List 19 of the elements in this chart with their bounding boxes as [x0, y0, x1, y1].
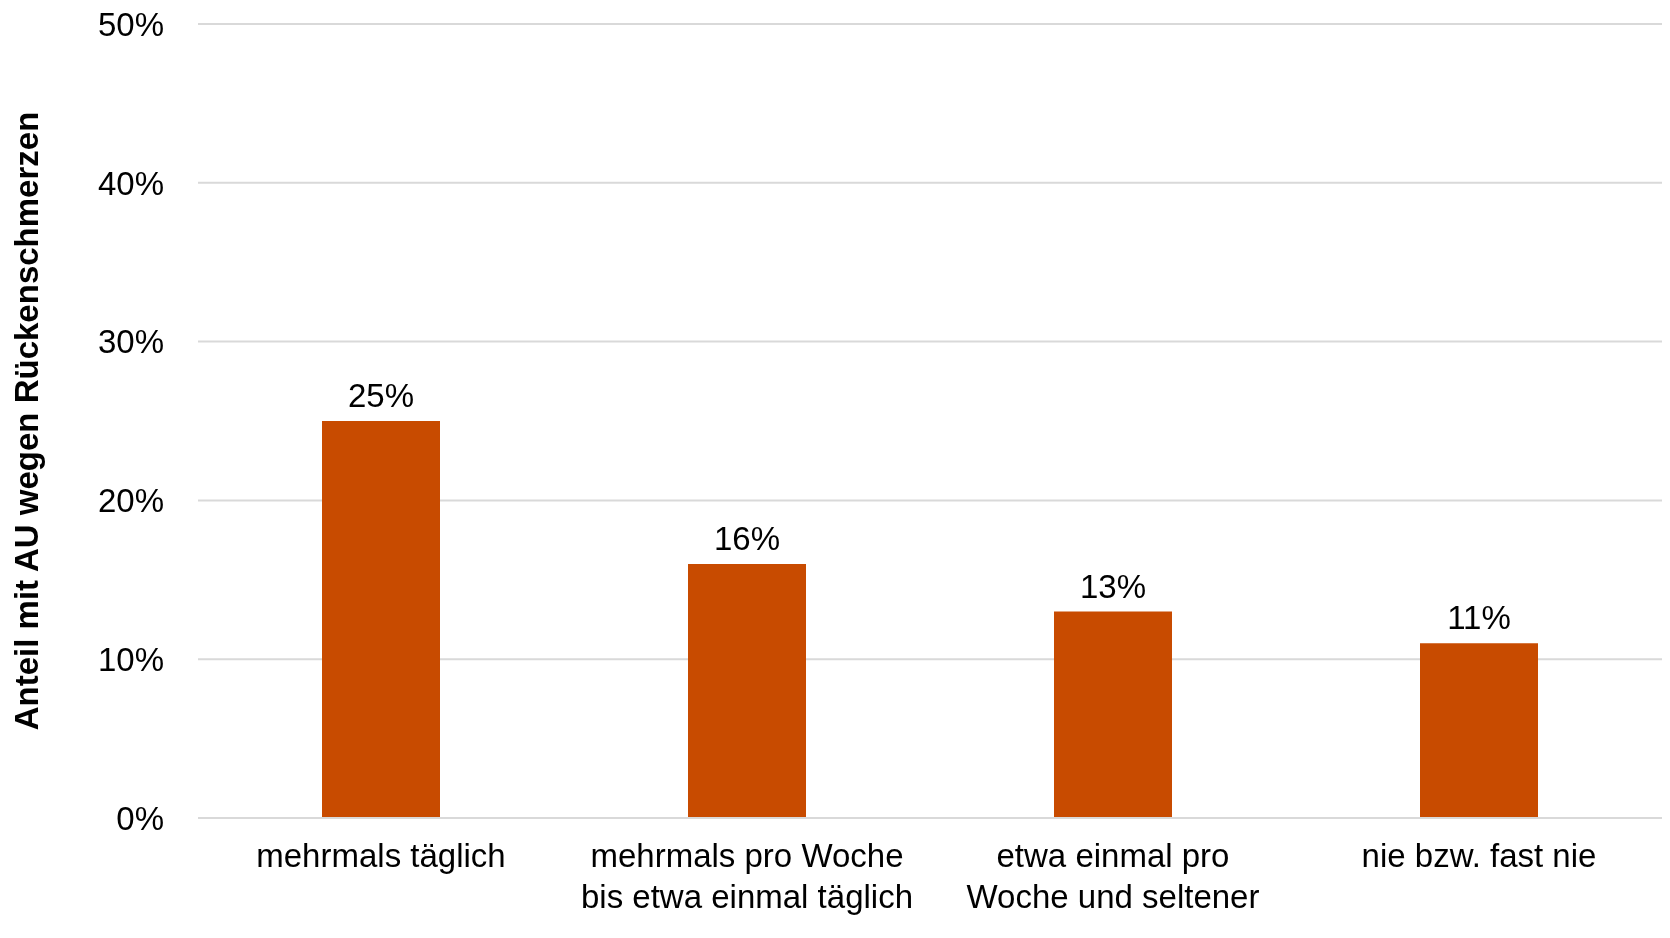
data-label: 13% [1079, 567, 1147, 605]
y-tick-label: 10% [97, 640, 164, 678]
y-tick-label: 40% [97, 164, 164, 202]
bar [322, 421, 440, 818]
y-tick-label: 20% [97, 482, 164, 520]
data-label: 25% [347, 377, 415, 414]
y-tick-label: 50% [97, 5, 164, 43]
x-tick-label: mehrmals täglich [256, 837, 506, 874]
y-tick-label: 30% [97, 323, 164, 361]
x-tick-label: mehrmals pro Woche bis etwa einmal täglich [581, 837, 913, 916]
y-axis-title: Anteil mit AU wegen Rückenschmerzen [7, 111, 45, 731]
x-tick-label: nie bzw. fast nie [1361, 837, 1597, 874]
bar [1054, 611, 1172, 818]
bar [1420, 643, 1538, 818]
data-label: 16% [713, 519, 781, 557]
bar [688, 563, 806, 818]
x-tick-label: etwa einmal pro Woche und seltener [966, 837, 1260, 916]
data-label: 11% [1447, 599, 1511, 637]
y-tick-label: 0% [116, 799, 164, 837]
